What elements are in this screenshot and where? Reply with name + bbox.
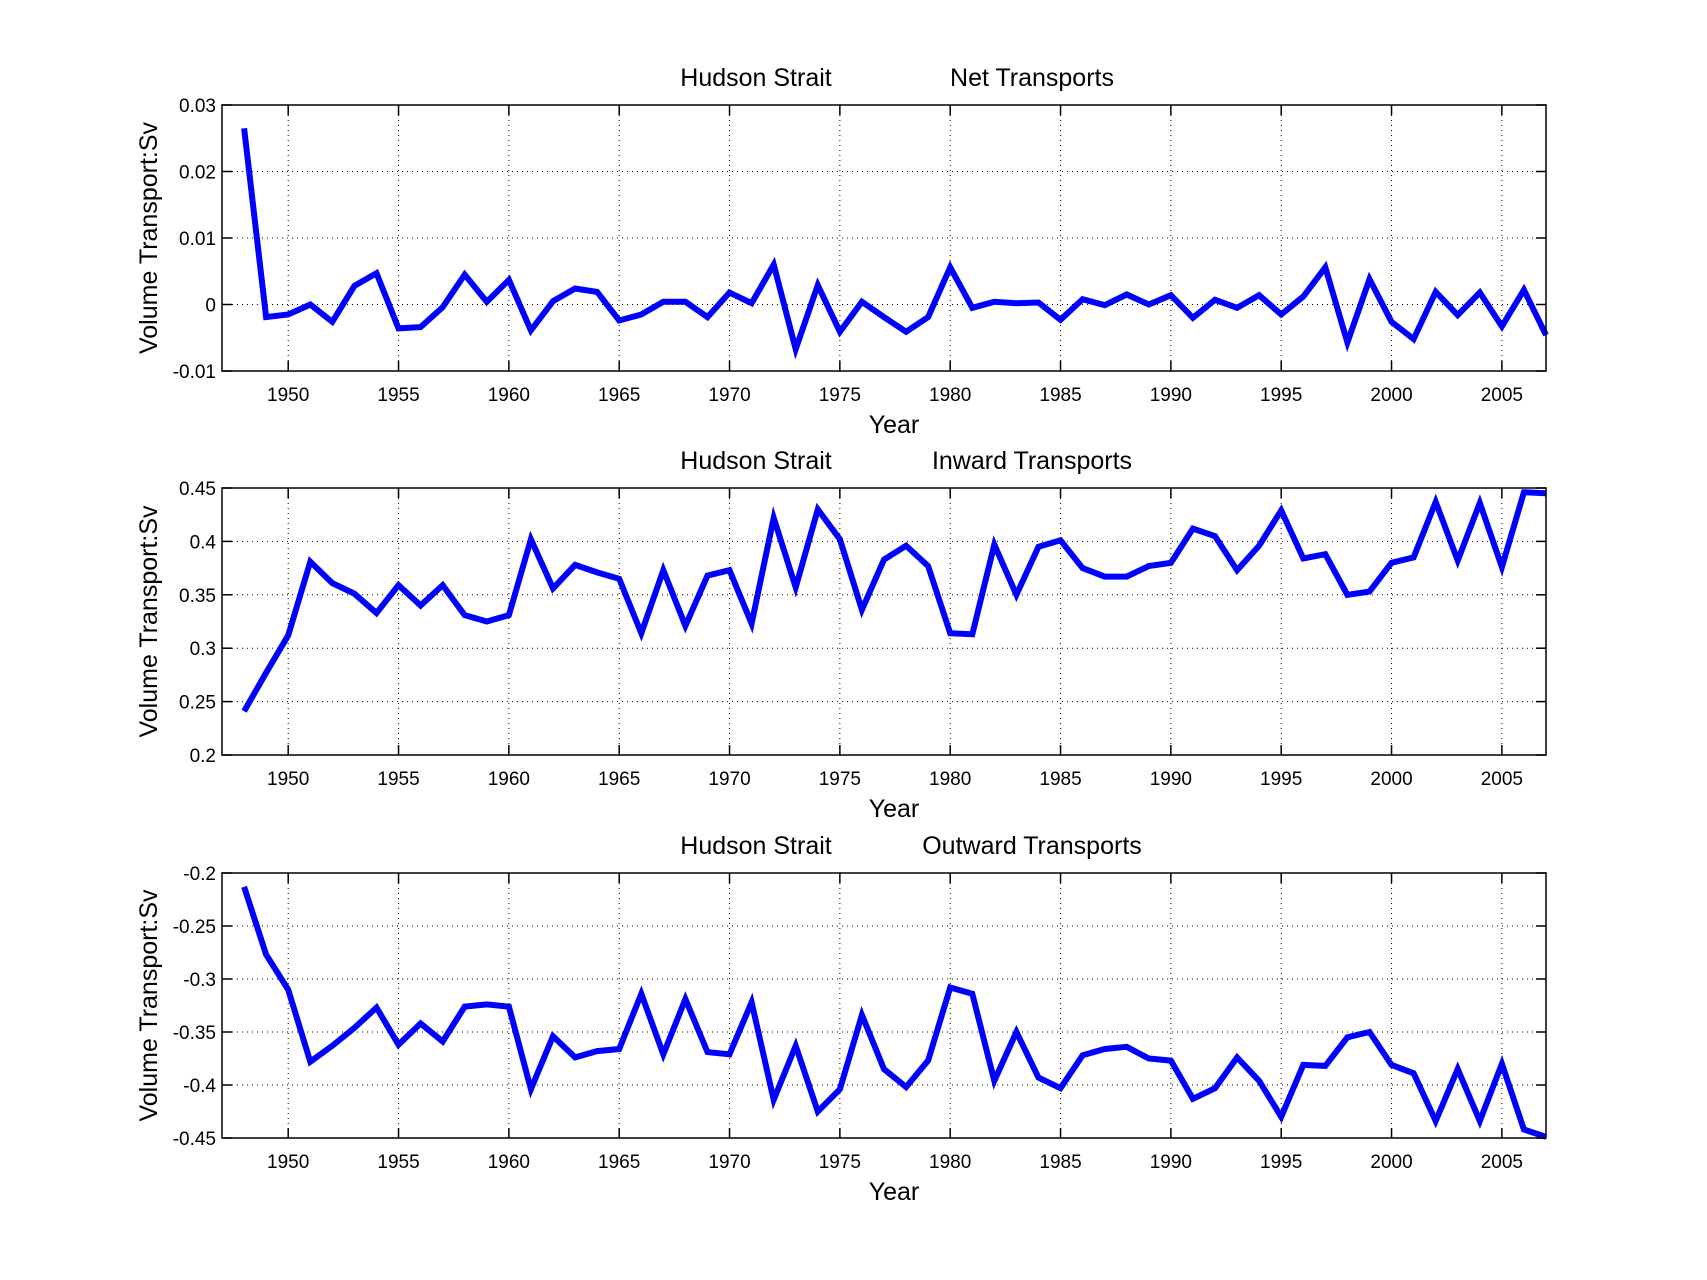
title-left: Hudson Strait: [680, 64, 832, 92]
x-tick-label: 1995: [1260, 1152, 1302, 1173]
y-tick-label: 0.01: [179, 229, 216, 250]
title-right: Net Transports: [950, 64, 1114, 92]
grid: [222, 488, 1546, 755]
x-axis-label: Year: [869, 411, 920, 439]
x-tick-label: 1950: [267, 1152, 309, 1173]
y-axis-label: Volume Transport:Sv: [135, 889, 163, 1122]
series-line: [241, 127, 1549, 360]
x-tick-label: 1980: [929, 769, 971, 790]
y-axis-label: Volume Transport:Sv: [135, 505, 163, 738]
x-tick-label: 1970: [708, 769, 750, 790]
y-tick-label: 0: [205, 296, 216, 317]
series-line: [241, 489, 1547, 713]
x-tick-label: 1995: [1260, 769, 1302, 790]
x-tick-label: 1965: [598, 385, 640, 406]
x-tick-labels: 1950 1955 1960 1965 1970 1975 1980 1985 1990 1995…: [267, 769, 1523, 790]
x-tick-label: 1970: [708, 1152, 750, 1173]
axes-frame: [221, 487, 1547, 756]
series-line: [241, 885, 1547, 1140]
series: [241, 127, 1549, 360]
y-tick-label: -0.25: [173, 917, 216, 938]
series: [241, 489, 1547, 713]
x-tick-label: 1960: [488, 385, 530, 406]
x-tick-label: 1950: [267, 769, 309, 790]
y-tick-label: 0.25: [179, 693, 216, 714]
title-left: Hudson Strait: [680, 447, 832, 475]
x-tick-label: 2005: [1481, 1152, 1523, 1173]
x-tick-label: 1970: [708, 385, 750, 406]
x-tick-label: 2005: [1481, 385, 1523, 406]
y-tick-label: 0.02: [179, 163, 216, 184]
y-tick-label: -0.35: [173, 1023, 216, 1044]
subplot-inward-transports: Hudson Strait Inward Transports 1950 1955…: [135, 447, 1547, 823]
x-tick-label: 1975: [819, 385, 861, 406]
y-tick-label: -0.2: [183, 864, 216, 885]
x-tick-label: 1990: [1150, 769, 1192, 790]
y-tick-labels: 0.2 0.25 0.3 0.35 0.4 0.45: [179, 479, 216, 767]
x-tick-label: 1985: [1039, 385, 1081, 406]
x-tick-labels: 1950 1955 1960 1965 1970 1975 1980 1985 1990 1995…: [267, 1152, 1523, 1173]
x-tick-label: 1985: [1039, 1152, 1081, 1173]
x-tick-label: 1980: [929, 385, 971, 406]
x-tick-label: 1985: [1039, 769, 1081, 790]
x-tick-label: 1960: [488, 769, 530, 790]
title-right: Inward Transports: [932, 447, 1132, 475]
y-tick-label: 0.35: [179, 586, 216, 607]
x-tick-label: 2000: [1370, 769, 1412, 790]
x-tick-label: 1990: [1150, 385, 1192, 406]
y-tick-labels: -0.01 0 0.01 0.02 0.03: [173, 96, 216, 383]
x-tick-labels: 1950 1955 1960 1965 1970 1975 1980 1985 1990 1995…: [267, 385, 1523, 406]
axes-frame: [221, 104, 1547, 372]
x-tick-label: 1955: [377, 385, 419, 406]
x-tick-label: 1955: [377, 769, 419, 790]
subplot-outward-transports: Hudson Strait Outward Transports 1950 195…: [135, 832, 1547, 1206]
y-tick-label: 0.03: [179, 96, 216, 117]
subplot-net-transports: Hudson Strait Net Transports 1950 1955 196…: [135, 64, 1549, 439]
x-tick-label: 1965: [598, 769, 640, 790]
x-tick-label: 1975: [819, 769, 861, 790]
y-tick-label: 0.3: [190, 639, 216, 660]
series: [241, 885, 1547, 1140]
x-tick-label: 2000: [1370, 1152, 1412, 1173]
x-tick-label: 1980: [929, 1152, 971, 1173]
y-tick-label: -0.3: [183, 970, 216, 991]
x-tick-label: 2000: [1370, 385, 1412, 406]
title-left: Hudson Strait: [680, 832, 832, 860]
y-tick-label: 0.2: [190, 746, 216, 767]
ticks: [222, 104, 1546, 372]
x-tick-label: 2005: [1481, 769, 1523, 790]
axes-frame: [221, 872, 1547, 1139]
y-tick-label: -0.01: [173, 362, 216, 383]
y-tick-label: -0.45: [173, 1129, 216, 1150]
x-tick-label: 1950: [267, 385, 309, 406]
y-tick-label: 0.4: [190, 532, 217, 553]
x-tick-label: 1960: [488, 1152, 530, 1173]
x-axis-label: Year: [869, 795, 920, 823]
x-axis-label: Year: [869, 1178, 920, 1206]
y-tick-label: -0.4: [183, 1076, 216, 1097]
x-tick-label: 1965: [598, 1152, 640, 1173]
x-tick-label: 1995: [1260, 385, 1302, 406]
title-right: Outward Transports: [922, 832, 1142, 860]
y-axis-label: Volume Transport:Sv: [135, 121, 163, 354]
x-tick-label: 1955: [377, 1152, 419, 1173]
y-tick-label: 0.45: [179, 479, 216, 500]
x-tick-label: 1975: [819, 1152, 861, 1173]
y-tick-labels: -0.45 -0.4 -0.35 -0.3 -0.25 -0.2: [173, 864, 217, 1150]
x-tick-label: 1990: [1150, 1152, 1192, 1173]
grid: [222, 873, 1546, 1138]
